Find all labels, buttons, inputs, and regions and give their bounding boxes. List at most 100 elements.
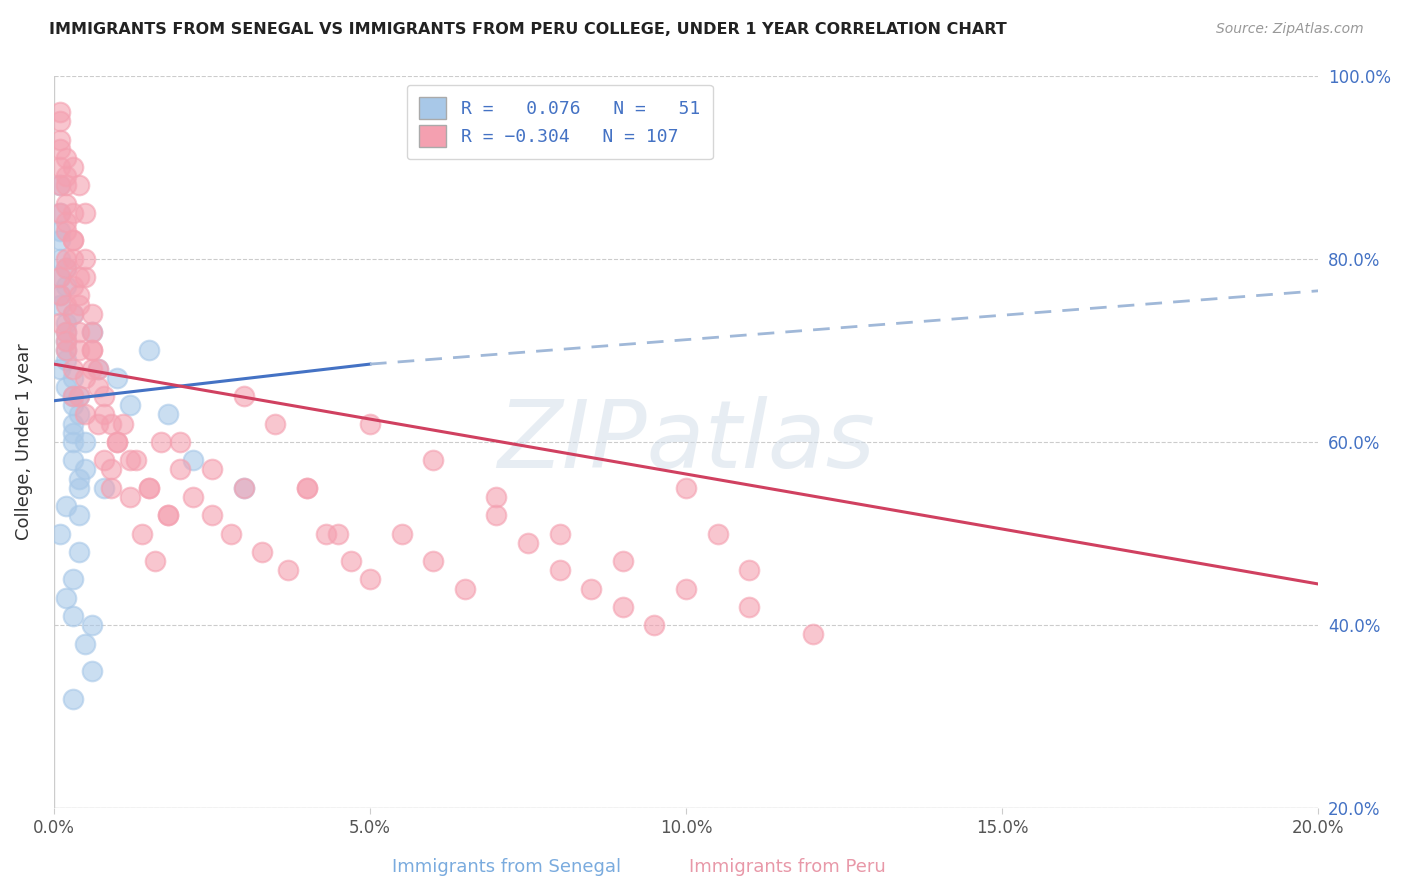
Point — [80, 343, 103, 358]
Text: IMMIGRANTS FROM SENEGAL VS IMMIGRANTS FROM PERU COLLEGE, UNDER 1 YEAR CORRELATIO: IMMIGRANTS FROM SENEGAL VS IMMIGRANTS FR… — [49, 22, 1007, 37]
Point — [232, 389, 254, 403]
Point — [75, 462, 97, 476]
Point — [80, 307, 103, 321]
Point — [93, 389, 115, 403]
Point — [138, 343, 160, 358]
Point — [49, 252, 72, 266]
Point — [49, 361, 72, 376]
Point — [87, 361, 110, 376]
Point — [62, 160, 84, 174]
Legend: R =   0.076   N =   51, R = −0.304   N = 107: R = 0.076 N = 51, R = −0.304 N = 107 — [406, 85, 713, 160]
Point — [706, 526, 728, 541]
Point — [277, 563, 299, 577]
Point — [485, 508, 508, 523]
Point — [517, 535, 540, 549]
Point — [75, 408, 97, 422]
Point — [55, 297, 77, 311]
Point — [315, 526, 337, 541]
Point — [295, 481, 318, 495]
Point — [49, 270, 72, 285]
Point — [125, 453, 148, 467]
Point — [93, 408, 115, 422]
Point — [62, 307, 84, 321]
Point — [100, 417, 122, 431]
Point — [232, 481, 254, 495]
Point — [93, 481, 115, 495]
Point — [55, 178, 77, 193]
Point — [87, 417, 110, 431]
Point — [55, 499, 77, 513]
Point — [62, 417, 84, 431]
Point — [118, 490, 141, 504]
Point — [67, 343, 90, 358]
Point — [55, 352, 77, 367]
Point — [62, 252, 84, 266]
Point — [55, 224, 77, 238]
Point — [328, 526, 350, 541]
Point — [49, 160, 72, 174]
Text: Immigrants from Peru: Immigrants from Peru — [689, 858, 886, 876]
Point — [49, 142, 72, 156]
Point — [55, 591, 77, 605]
Point — [67, 472, 90, 486]
Point — [252, 545, 274, 559]
Point — [295, 481, 318, 495]
Text: ZIPatlas: ZIPatlas — [498, 396, 875, 488]
Point — [67, 389, 90, 403]
Point — [62, 371, 84, 385]
Point — [67, 508, 90, 523]
Point — [156, 508, 179, 523]
Point — [49, 178, 72, 193]
Point — [264, 417, 287, 431]
Point — [62, 609, 84, 624]
Point — [49, 206, 72, 220]
Point — [340, 554, 363, 568]
Point — [675, 582, 697, 596]
Text: Immigrants from Senegal: Immigrants from Senegal — [392, 858, 620, 876]
Point — [49, 105, 72, 120]
Point — [62, 389, 84, 403]
Point — [169, 462, 191, 476]
Point — [62, 206, 84, 220]
Point — [201, 462, 224, 476]
Point — [138, 481, 160, 495]
Point — [75, 434, 97, 449]
Point — [156, 408, 179, 422]
Point — [67, 545, 90, 559]
Point — [55, 215, 77, 229]
Point — [55, 169, 77, 184]
Text: Source: ZipAtlas.com: Source: ZipAtlas.com — [1216, 22, 1364, 37]
Point — [643, 618, 665, 632]
Point — [131, 526, 153, 541]
Point — [62, 307, 84, 321]
Point — [55, 260, 77, 275]
Point — [738, 599, 761, 614]
Point — [62, 398, 84, 412]
Point — [93, 453, 115, 467]
Point — [55, 334, 77, 349]
Point — [75, 252, 97, 266]
Point — [62, 434, 84, 449]
Point — [62, 234, 84, 248]
Point — [181, 490, 204, 504]
Point — [62, 389, 84, 403]
Point — [219, 526, 242, 541]
Point — [75, 270, 97, 285]
Point — [55, 196, 77, 211]
Point — [49, 288, 72, 302]
Y-axis label: College, Under 1 year: College, Under 1 year — [15, 343, 32, 541]
Point — [49, 526, 72, 541]
Point — [49, 206, 72, 220]
Point — [55, 151, 77, 165]
Point — [138, 481, 160, 495]
Point — [49, 288, 72, 302]
Point — [156, 508, 179, 523]
Point — [485, 490, 508, 504]
Point — [548, 563, 571, 577]
Point — [55, 334, 77, 349]
Point — [105, 434, 128, 449]
Point — [55, 316, 77, 330]
Point — [612, 554, 634, 568]
Point — [67, 389, 90, 403]
Point — [62, 691, 84, 706]
